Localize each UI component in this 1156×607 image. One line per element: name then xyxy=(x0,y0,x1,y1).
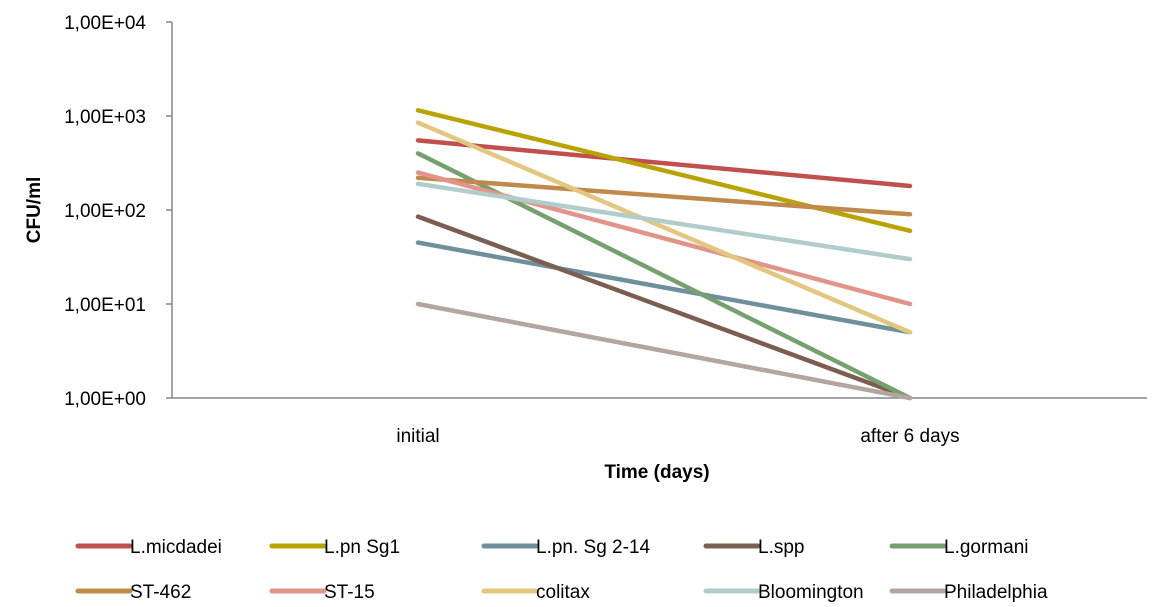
series-line-colitax xyxy=(415,120,913,335)
series-line-st-15 xyxy=(415,170,913,307)
y-tick-label: 1,00E+03 xyxy=(64,107,146,128)
legend-label: L.micdadei xyxy=(130,537,222,558)
axes xyxy=(171,22,1147,399)
series-line-st-462 xyxy=(415,175,913,217)
x-tick-label: initial xyxy=(396,426,439,447)
legend-label: ST-15 xyxy=(324,582,375,603)
x-axis-title: Time (days) xyxy=(604,462,709,483)
y-tick-labels: 1,00E+00 1,00E+01 1,00E+02 1,00E+03 1,00E+04 xyxy=(64,13,172,410)
y-tick-label: 1,00E+04 xyxy=(64,13,146,34)
series-line-l-micdadei xyxy=(415,138,913,189)
series-line-l-pn-sg-2-14 xyxy=(415,240,913,335)
legend-label: L.pn Sg1 xyxy=(324,537,400,558)
legend-label: L.pn. Sg 2-14 xyxy=(536,537,651,558)
legend-label: ST-462 xyxy=(130,582,191,603)
series-line-l-pn-sg1 xyxy=(415,108,913,234)
series-lines xyxy=(415,108,913,401)
y-tick-label: 1,00E+01 xyxy=(64,295,146,316)
series-line-l-spp xyxy=(415,214,913,401)
legend-label: Philadelphia xyxy=(944,582,1048,603)
legend-label: colitax xyxy=(536,582,590,603)
legend-label: L.gormani xyxy=(944,537,1029,558)
y-tick-label: 1,00E+00 xyxy=(64,389,146,410)
x-tick-labels: initial after 6 days xyxy=(396,426,959,447)
y-tick-label: 1,00E+02 xyxy=(64,201,146,222)
x-tick-label: after 6 days xyxy=(860,426,959,447)
series-line-bloomington xyxy=(415,181,913,262)
y-axis-title: CFU/ml xyxy=(24,177,45,244)
legend-label: Bloomington xyxy=(758,582,864,603)
series-line-philadelphia xyxy=(415,301,913,401)
legend-label: L.spp xyxy=(758,537,804,558)
legend: L.micdadei L.pn Sg1 L.pn. Sg 2-14 L.spp L.go… xyxy=(75,537,1048,603)
